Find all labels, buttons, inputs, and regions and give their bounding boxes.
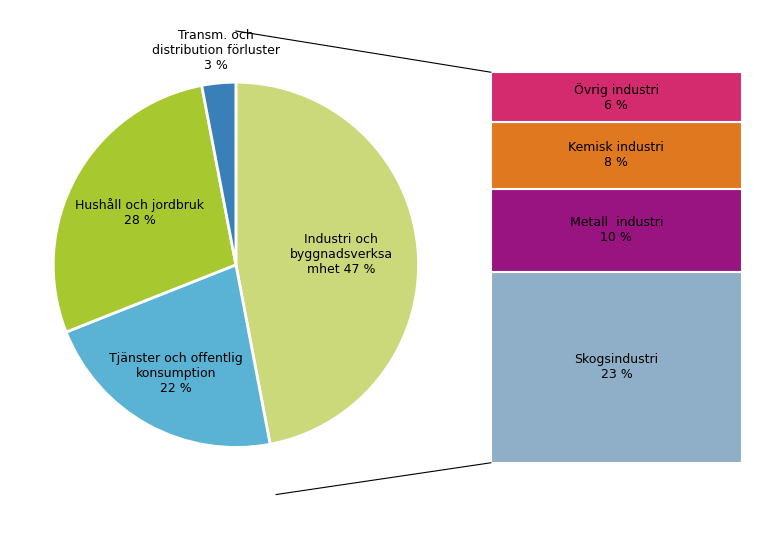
- Wedge shape: [53, 86, 236, 332]
- Bar: [491, 188, 742, 272]
- Wedge shape: [66, 265, 270, 447]
- Text: Hushåll och jordbruk
28 %: Hushåll och jordbruk 28 %: [75, 197, 205, 226]
- Bar: [491, 122, 742, 188]
- Wedge shape: [202, 82, 236, 265]
- Bar: [491, 72, 742, 122]
- Text: Industri och
byggnadsverksa
mhet 47 %: Industri och byggnadsverksa mhet 47 %: [290, 233, 393, 277]
- Text: Metall  industri
10 %: Metall industri 10 %: [570, 216, 663, 244]
- Text: Tjänster och offentlig
konsumption
22 %: Tjänster och offentlig konsumption 22 %: [110, 352, 243, 395]
- Text: Kemisk industri
8 %: Kemisk industri 8 %: [568, 141, 664, 169]
- Bar: [491, 272, 742, 463]
- Text: Övrig industri
6 %: Övrig industri 6 %: [574, 83, 659, 112]
- Text: Transm. och
distribution förluster
3 %: Transm. och distribution förluster 3 %: [151, 29, 279, 72]
- Wedge shape: [236, 82, 419, 444]
- Text: Skogsindustri
23 %: Skogsindustri 23 %: [575, 353, 658, 381]
